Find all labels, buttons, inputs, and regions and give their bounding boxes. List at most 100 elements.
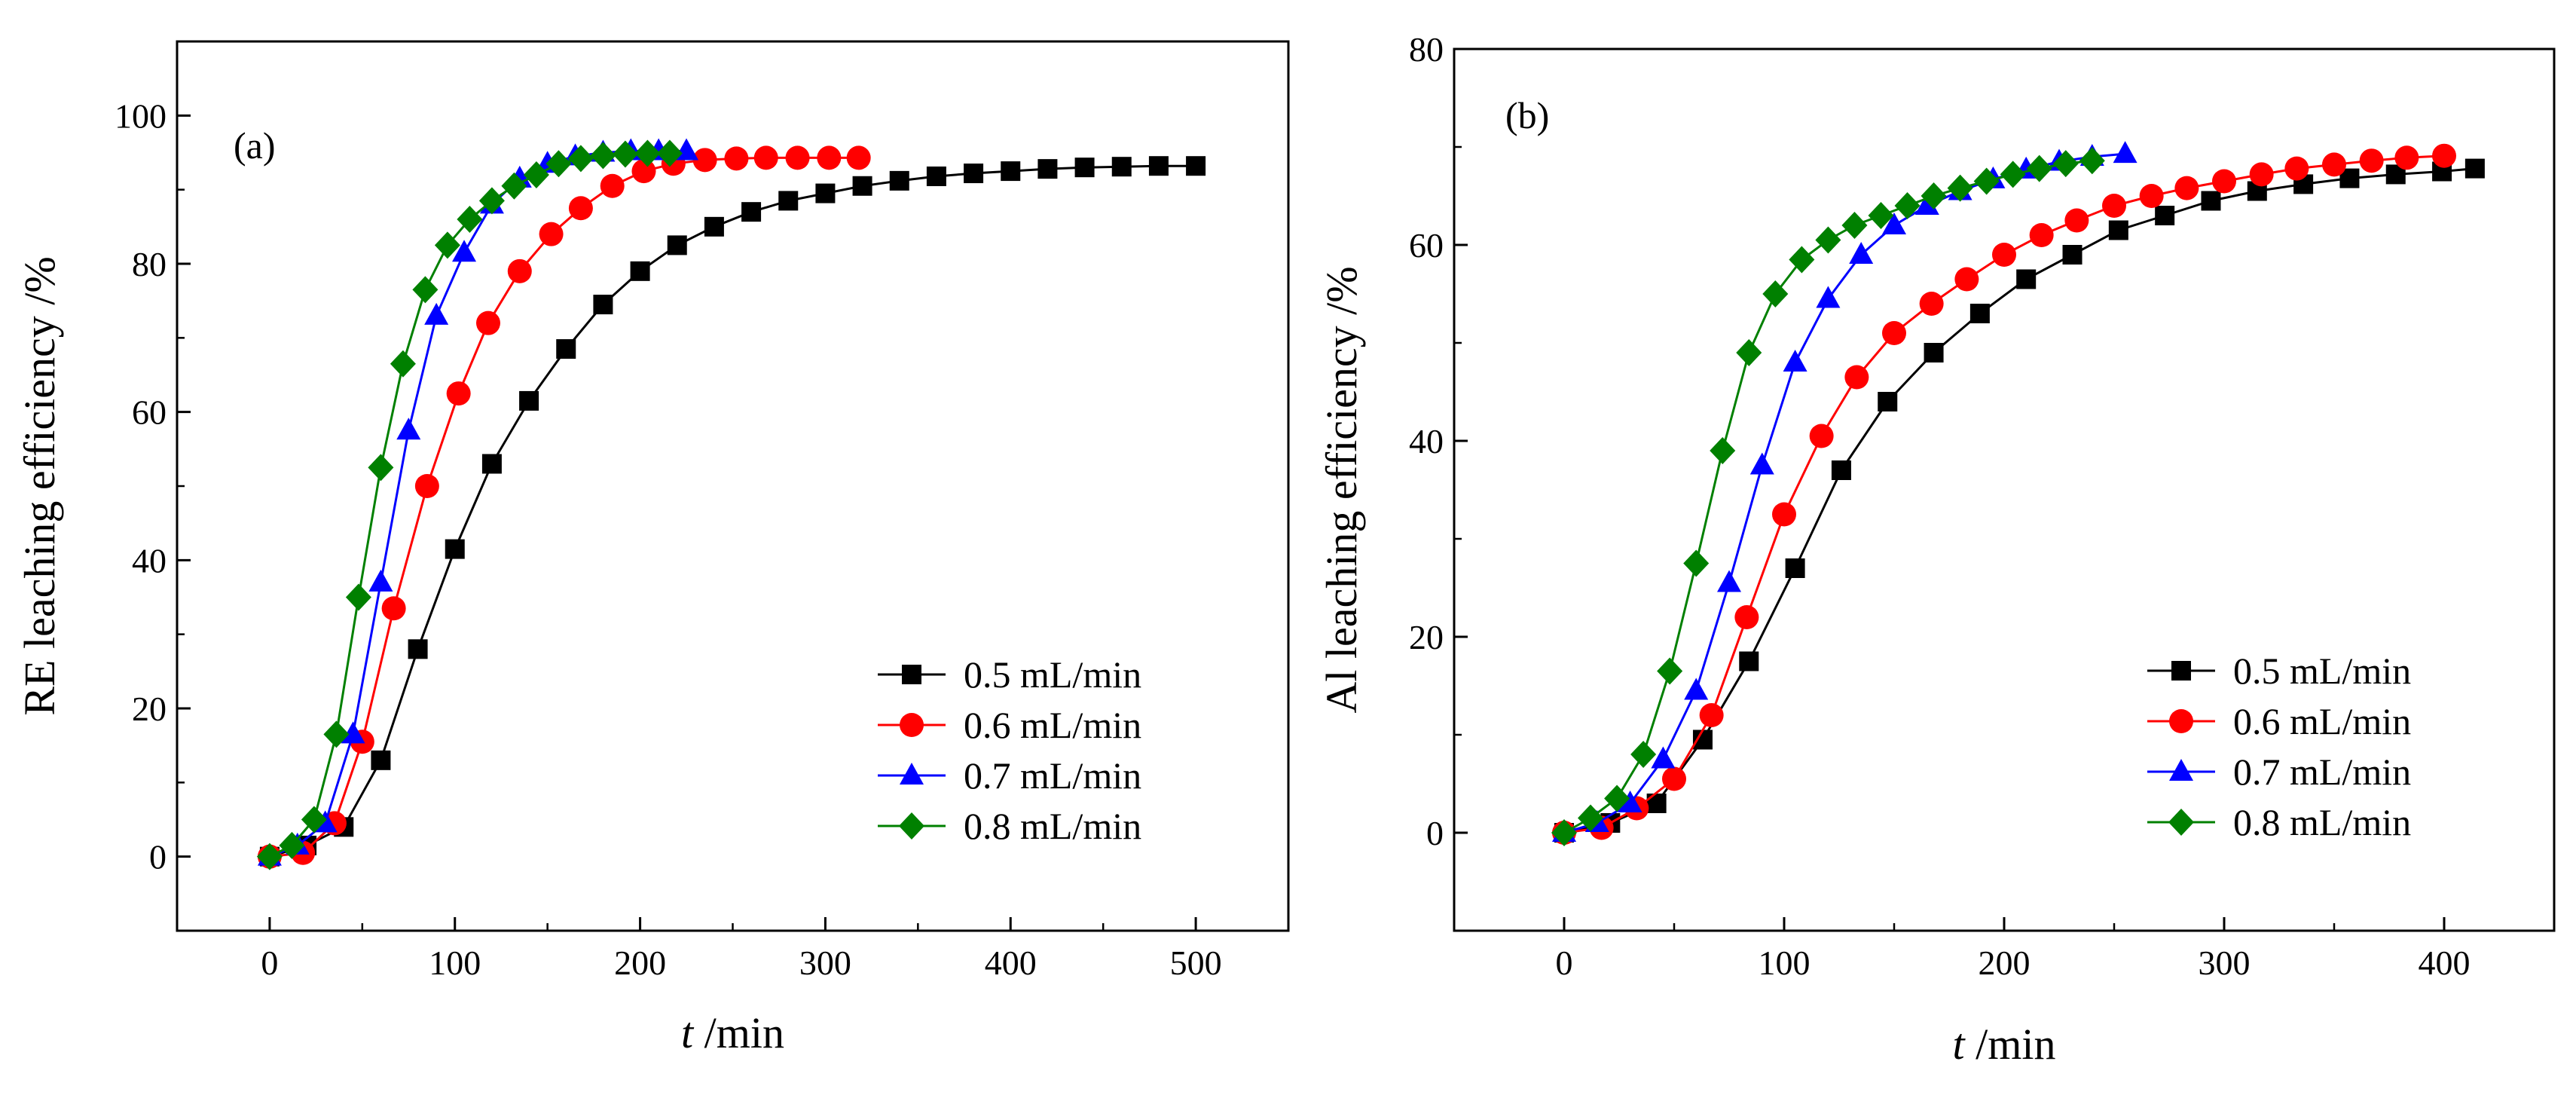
data-point [667, 235, 687, 255]
legend: 0.5 mL/min 0.6 mL/min 0.7 mL/min 0.8 mL/min [2147, 650, 2411, 843]
data-point [1186, 156, 1206, 176]
data-point [1074, 158, 1095, 178]
data-point [753, 145, 778, 170]
data-point [434, 231, 460, 259]
data-point [1882, 321, 1906, 345]
y-tick-label: 60 [132, 393, 167, 432]
data-point [1849, 242, 1874, 264]
data-point [507, 258, 532, 283]
data-point [1868, 202, 1894, 229]
data-point [2249, 162, 2274, 187]
data-point [2432, 143, 2456, 168]
x-axis-title: t /min [1953, 1020, 2056, 1069]
x-tick-label: 0 [261, 944, 278, 982]
legend-label: 0.6 mL/min [964, 704, 1141, 746]
data-point [2322, 152, 2346, 177]
chart-panel-a: 0 100 200 300 400 500 0 20 40 60 80 100 t /min RE lea… [15, 40, 1290, 1057]
data-point [1037, 159, 1058, 179]
series-2 [257, 138, 699, 866]
data-point [452, 240, 477, 262]
x-tick-label: 100 [1759, 944, 1811, 982]
series-3 [256, 139, 683, 870]
data-point [2062, 245, 2082, 265]
x-axis-title-italic: t [1953, 1020, 1966, 1069]
y-tick-label: 20 [132, 690, 167, 728]
data-point [1783, 350, 1807, 372]
y-tick-label: 0 [1426, 814, 1444, 852]
data-point [501, 172, 527, 200]
data-point [630, 261, 650, 281]
data-point [1734, 605, 1759, 629]
x-tick-label: 100 [429, 944, 481, 982]
data-point [478, 187, 505, 215]
y-tick-label: 60 [1409, 226, 1444, 265]
data-point [2064, 208, 2089, 233]
data-point [408, 639, 428, 659]
legend-marker [2171, 661, 2191, 681]
data-point [1762, 280, 1789, 307]
data-point [396, 418, 421, 440]
data-point [1924, 343, 1944, 362]
legend-item: 0.6 mL/min [2147, 700, 2411, 742]
data-point [778, 191, 799, 211]
data-point [412, 276, 439, 304]
data-point [1809, 424, 1834, 448]
legend-item: 0.7 mL/min [878, 754, 1141, 797]
data-point [2026, 154, 2052, 182]
data-point [1739, 651, 1759, 671]
legend-item: 0.8 mL/min [2147, 801, 2411, 843]
data-point [846, 145, 871, 170]
data-point [1831, 460, 1851, 480]
data-point [2102, 194, 2126, 218]
data-point [323, 720, 350, 748]
data-point [1841, 212, 1868, 239]
data-point [2201, 191, 2221, 211]
data-point [1710, 437, 1736, 464]
data-point [815, 183, 836, 203]
series-0 [259, 156, 1206, 867]
data-point [1882, 213, 1906, 234]
data-point [1604, 785, 1630, 812]
data-point [590, 142, 616, 170]
data-point [2174, 176, 2199, 200]
legend-marker [2168, 809, 2194, 836]
data-point [634, 139, 661, 167]
legend-marker [902, 665, 921, 684]
legend-marker [900, 763, 924, 785]
data-point [1148, 156, 1169, 176]
data-point [1717, 570, 1741, 592]
x-tick-label: 200 [1979, 944, 2031, 982]
data-point [704, 216, 724, 237]
data-point [1749, 452, 1774, 475]
data-point [1816, 286, 1841, 308]
legend-marker [899, 812, 924, 840]
data-point [2155, 206, 2175, 225]
data-point [2284, 156, 2309, 181]
data-point [368, 454, 394, 482]
x-tick-label: 400 [985, 944, 1037, 982]
y-axis-title: RE leaching efficiency /% [15, 256, 64, 715]
data-point [390, 350, 416, 378]
y-tick-label: 100 [115, 96, 167, 135]
data-point [539, 222, 564, 246]
data-point [481, 454, 502, 474]
x-tick-label: 300 [2199, 944, 2251, 982]
data-point [1947, 174, 1973, 202]
data-point [2108, 220, 2128, 240]
y-tick-label: 80 [1409, 30, 1444, 69]
data-point [656, 139, 683, 167]
legend-label: 0.5 mL/min [2233, 650, 2411, 692]
data-point [476, 310, 500, 335]
data-point [964, 164, 984, 184]
legend-marker [2169, 709, 2193, 733]
data-point [692, 148, 717, 173]
data-point [414, 474, 439, 498]
data-point [1662, 766, 1686, 791]
legend: 0.5 mL/min 0.6 mL/min 0.7 mL/min 0.8 mL/min [878, 653, 1141, 847]
data-point [341, 721, 365, 744]
data-point [2113, 141, 2137, 164]
data-point [1919, 292, 1944, 316]
data-point [1646, 794, 1667, 813]
data-point [568, 196, 593, 221]
